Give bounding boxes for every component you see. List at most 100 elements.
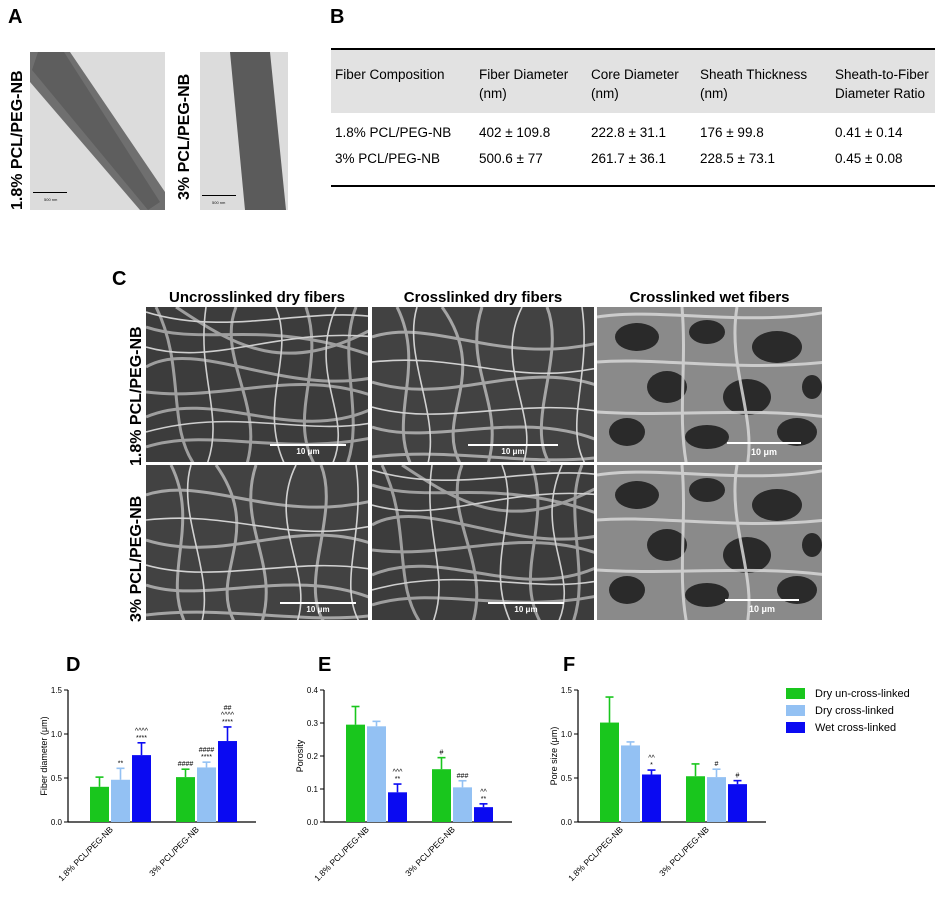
- chart-pore-size: 0.0 0.5 1.0 1.5 Pore size (μm) * ^^ 1.8% PCL/PE…: [549, 672, 780, 901]
- y-tick-label: 0.5: [561, 774, 573, 783]
- fiber-table: Fiber Composition Fiber Diameter (nm) Co…: [331, 48, 935, 187]
- legend-item: Dry cross-linked: [786, 702, 910, 719]
- significance-mark: ##: [224, 705, 232, 712]
- bar: [90, 786, 109, 822]
- significance-mark: ****: [201, 754, 212, 761]
- bar: [621, 745, 640, 822]
- table-cell: 402 ± 109.8: [479, 124, 551, 140]
- panel-letter-e: E: [318, 654, 332, 676]
- table-cell: 3% PCL/PEG-NB: [331, 151, 475, 187]
- significance-mark: *: [650, 762, 653, 769]
- x-tick-label: 3% PCL/PEG-NB: [657, 824, 711, 878]
- table-cell: 1.8% PCL/PEG-NB: [335, 124, 452, 140]
- bar: [388, 792, 407, 822]
- bar: [728, 784, 747, 822]
- sem-col-header-1: Uncrosslinked dry fibers: [169, 289, 345, 306]
- panel-letter-f: F: [563, 654, 576, 676]
- significance-mark: ####: [178, 761, 194, 768]
- sem-scale-text: 10 μm: [501, 447, 525, 456]
- significance-mark: ^^^^: [221, 712, 235, 719]
- y-tick-label: 1.5: [51, 686, 63, 695]
- bar: [600, 722, 619, 822]
- legend-item: Wet cross-linked: [786, 719, 910, 736]
- bar: [218, 741, 237, 822]
- table-cell: 0.41 ± 0.14: [835, 124, 903, 140]
- legend-label: Wet cross-linked: [815, 721, 897, 734]
- table-header: Sheath Thickness (nm): [696, 48, 831, 113]
- sem-scale-text: 10 μm: [748, 604, 776, 614]
- significance-mark: ^^^^: [135, 728, 149, 735]
- sem-scale-text: 10 μm: [296, 447, 320, 456]
- table-cell: 176 ± 99.8: [700, 124, 764, 140]
- significance-mark: **: [481, 796, 487, 803]
- tem-image-2: 500 nm: [200, 52, 288, 210]
- table-cell: 228.5 ± 73.1: [696, 151, 831, 187]
- table-header: Sheath-to-Fiber Diameter Ratio: [831, 48, 935, 113]
- y-tick-label: 0.1: [307, 785, 319, 794]
- bar: [707, 777, 726, 822]
- x-tick-label: 3% PCL/PEG-NB: [403, 824, 457, 878]
- bar: [346, 724, 365, 822]
- y-tick-label: 0.5: [51, 774, 63, 783]
- y-tick-label: 0.2: [307, 752, 319, 761]
- bar: [686, 776, 705, 822]
- significance-mark: ^^: [480, 789, 487, 796]
- chart-legend: Dry un-cross-linked Dry cross-linked Wet…: [786, 685, 910, 736]
- table-cell: 500.6 ± 77: [475, 151, 587, 187]
- significance-mark: ####: [199, 747, 215, 754]
- significance-mark: ****: [222, 719, 233, 726]
- sem-image-dry-crosslinked-2: 10 μm: [372, 465, 594, 620]
- y-tick-label: 0.0: [561, 818, 573, 827]
- y-axis-label: Fiber diameter (μm): [40, 716, 49, 795]
- chart-porosity: 0.0 0.1 0.2 0.3 0.4 Porosity ** ^^^ 1.8% PCL/PEG…: [295, 672, 526, 901]
- chart-fiber-diameter: 0.0 0.5 1.0 1.5 Fiber diameter (μm) ** **** ^^^…: [39, 672, 270, 901]
- table-header: Core Diameter (nm): [587, 48, 696, 113]
- table-cell: 261.7 ± 36.1: [587, 151, 696, 187]
- tem-image-1: 500 nm: [30, 52, 165, 210]
- panel-letter-d: D: [66, 654, 81, 676]
- table-cell: 0.45 ± 0.08: [831, 151, 935, 187]
- table-header: Fiber Composition: [331, 48, 475, 113]
- panel-letter-b: B: [330, 6, 345, 28]
- y-axis-label: Porosity: [296, 739, 305, 772]
- significance-mark: #: [440, 750, 444, 757]
- bar: [453, 787, 472, 822]
- significance-mark: ****: [136, 735, 147, 742]
- y-tick-label: 1.0: [561, 730, 573, 739]
- tem-label-1: 1.8% PCL/PEG-NB: [9, 70, 26, 210]
- y-tick-label: 0.0: [307, 818, 319, 827]
- legend-item: Dry un-cross-linked: [786, 685, 910, 702]
- sem-scale-text: 10 μm: [750, 447, 778, 457]
- significance-mark: **: [395, 776, 401, 783]
- table-row: 3% PCL/PEG-NB 500.6 ± 77 261.7 ± 36.1 22…: [331, 151, 935, 187]
- sem-image-wet-crosslinked-1: 10 μm: [597, 307, 822, 462]
- sem-col-header-3: Crosslinked wet fibers: [629, 289, 790, 306]
- sem-row-label-2: 3% PCL/PEG-NB: [128, 495, 145, 622]
- legend-label: Dry cross-linked: [815, 704, 894, 717]
- table-header-row: Fiber Composition Fiber Diameter (nm) Co…: [331, 48, 935, 113]
- bar: [474, 807, 493, 822]
- sem-image-dry-uncrosslinked-1: 10 μm: [146, 307, 368, 462]
- tem-label-2: 3% PCL/PEG-NB: [176, 73, 193, 200]
- significance-mark: **: [118, 760, 124, 767]
- significance-mark: ^^^: [393, 769, 404, 776]
- legend-swatch: [786, 705, 805, 716]
- sem-image-wet-crosslinked-2: 10 μm: [597, 465, 822, 620]
- sem-scale-text: 10 μm: [514, 605, 538, 614]
- y-tick-label: 0.4: [307, 686, 319, 695]
- tem-scale-1: 500 nm: [44, 197, 58, 202]
- legend-label: Dry un-cross-linked: [815, 687, 910, 700]
- table-cell: 222.8 ± 31.1: [591, 124, 666, 140]
- significance-mark: ###: [457, 773, 469, 780]
- bar: [432, 769, 451, 822]
- legend-swatch: [786, 722, 805, 733]
- tem-scale-2: 500 nm: [212, 200, 226, 205]
- x-tick-label: 3% PCL/PEG-NB: [147, 824, 201, 878]
- table-header: Fiber Diameter (nm): [475, 48, 587, 113]
- y-tick-label: 1.0: [51, 730, 63, 739]
- sem-scale-text: 10 μm: [306, 605, 330, 614]
- y-tick-label: 0.0: [51, 818, 63, 827]
- significance-mark: ^^: [648, 755, 655, 762]
- x-tick-label: 1.8% PCL/PEG-NB: [312, 824, 371, 883]
- sem-image-dry-uncrosslinked-2: 10 μm: [146, 465, 368, 620]
